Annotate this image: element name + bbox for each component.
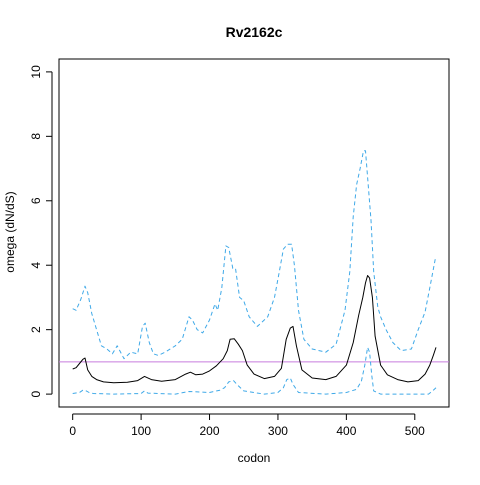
y-tick-label: 4 bbox=[29, 262, 43, 269]
plot-area: 0 100 200 300 400 500 0 2 4 6 8 10 bbox=[29, 58, 450, 438]
omega-upper-bound-line bbox=[72, 150, 436, 360]
y-tick-label: 6 bbox=[29, 197, 43, 204]
x-tick-label: 400 bbox=[336, 424, 356, 438]
y-tick-label: 2 bbox=[29, 326, 43, 333]
x-tick-label: 100 bbox=[131, 424, 151, 438]
omega-lower-bound-line bbox=[72, 346, 437, 395]
plot-frame bbox=[58, 58, 450, 408]
x-tick-label: 300 bbox=[268, 424, 288, 438]
x-tick-label: 0 bbox=[69, 424, 76, 438]
x-tick-label: 200 bbox=[200, 424, 220, 438]
y-tick-label: 8 bbox=[29, 133, 43, 140]
y-tick-label: 10 bbox=[29, 65, 43, 79]
y-axis-label: omega (dN/dS) bbox=[3, 191, 17, 272]
y-tick-label: 0 bbox=[29, 390, 43, 397]
x-axis-label: codon bbox=[238, 451, 271, 465]
chart-title: Rv2162c bbox=[226, 24, 283, 40]
x-tick-label: 500 bbox=[405, 424, 425, 438]
omega-estimate-line bbox=[72, 275, 437, 384]
